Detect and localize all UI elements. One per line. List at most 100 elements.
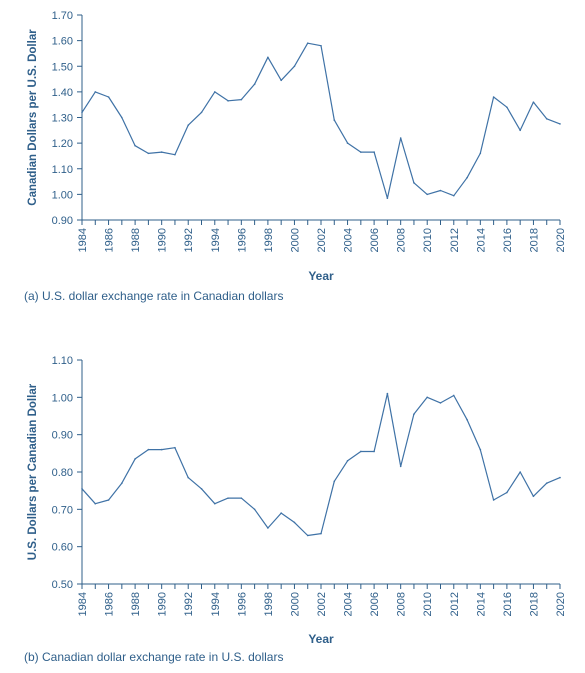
x-tick-label: 2018 — [528, 228, 540, 252]
data-point — [333, 119, 336, 121]
y-tick-label: 1.50 — [52, 61, 73, 73]
data-point — [506, 106, 508, 109]
x-tick-label: 1998 — [263, 228, 275, 252]
data-point — [320, 44, 322, 47]
data-point — [386, 392, 389, 395]
x-tick-label: 1992 — [183, 592, 195, 616]
x-tick-label: 2012 — [449, 228, 461, 252]
x-tick-label: 1984 — [77, 592, 89, 616]
x-tick-label: 2014 — [475, 228, 487, 252]
data-point — [253, 508, 256, 511]
data-point — [121, 482, 123, 485]
data-point — [506, 491, 508, 494]
chart-b: U.S. Dollars per Canadian Dollar Year 0.… — [27, 355, 567, 646]
data-point — [360, 450, 362, 453]
data-point — [439, 402, 442, 404]
data-point — [373, 450, 375, 453]
x-tick-label: 2000 — [289, 592, 301, 616]
data-point — [559, 476, 561, 479]
data-point — [399, 465, 402, 468]
x-axis-label: Year — [308, 632, 334, 646]
x-tick-label: 2018 — [528, 592, 540, 616]
y-tick-label: 0.90 — [52, 215, 73, 227]
x-tick-label: 1990 — [157, 592, 169, 616]
data-point — [439, 189, 442, 192]
x-tick-label: 1994 — [210, 228, 222, 252]
y-tick-label: 0.60 — [52, 542, 73, 554]
y-tick-label: 0.50 — [52, 579, 73, 591]
data-point — [147, 152, 150, 155]
data-point — [227, 497, 229, 499]
data-point — [306, 534, 309, 537]
data-point — [413, 413, 415, 415]
y-axis-label: Canadian Dollars per U.S. Dollar — [27, 29, 39, 206]
x-tick-label: 2010 — [422, 592, 434, 616]
data-point — [519, 129, 521, 132]
y-tick-label: 1.10 — [52, 355, 73, 367]
y-tick-label: 1.00 — [52, 392, 73, 404]
chart-b-caption: (b) Canadian dollar exchange rate in U.S… — [24, 650, 284, 664]
x-tick-label: 1990 — [157, 228, 169, 252]
x-tick-label: 1988 — [130, 592, 142, 616]
x-tick-label: 2010 — [422, 228, 434, 252]
data-point — [253, 83, 256, 85]
x-tick-label: 2008 — [396, 592, 408, 616]
data-point — [94, 502, 97, 505]
data-point — [346, 460, 349, 462]
data-point — [107, 499, 110, 501]
x-tick-label: 2004 — [343, 592, 355, 616]
x-tick-label: 1986 — [104, 228, 116, 252]
data-point — [452, 394, 455, 397]
x-tick-label: 2016 — [502, 592, 514, 616]
data-point — [267, 56, 269, 59]
data-point — [559, 123, 561, 125]
data-point — [147, 448, 150, 451]
y-tick-label: 1.20 — [52, 138, 73, 150]
y-tick-label: 1.70 — [52, 10, 73, 22]
data-point — [492, 499, 495, 501]
y-tick-label: 1.60 — [52, 36, 73, 48]
x-tick-label: 2014 — [475, 592, 487, 616]
x-tick-label: 1996 — [236, 228, 248, 252]
x-tick-label: 1992 — [183, 228, 195, 252]
y-axis-label: U.S. Dollars per Canadian Dollar — [27, 383, 39, 560]
data-point — [492, 96, 495, 98]
data-point — [333, 480, 336, 483]
data-point — [466, 176, 468, 179]
x-tick-label: 1998 — [263, 592, 275, 616]
data-point — [160, 448, 163, 451]
data-point — [134, 144, 136, 147]
data-point — [532, 495, 535, 498]
data-point — [174, 153, 176, 156]
x-tick-label: 2012 — [449, 592, 461, 616]
data-point — [293, 521, 296, 524]
data-point — [346, 142, 349, 144]
y-tick-label: 0.90 — [52, 430, 73, 442]
x-tick-label: 2020 — [555, 228, 567, 252]
data-point — [413, 182, 415, 184]
data-point — [280, 79, 282, 82]
data-point — [426, 396, 429, 399]
x-tick-label: 2002 — [316, 228, 328, 252]
x-tick-label: 2006 — [369, 592, 381, 616]
y-tick-label: 1.00 — [52, 189, 73, 201]
data-point — [240, 497, 243, 499]
data-point — [134, 458, 136, 460]
data-point — [81, 488, 83, 490]
data-point — [187, 124, 190, 126]
x-tick-label: 2000 — [289, 228, 301, 252]
x-tick-label: 2006 — [369, 228, 381, 252]
x-axis-label: Year — [308, 269, 334, 283]
chart-a-caption: (a) U.S. dollar exchange rate in Canadia… — [24, 289, 284, 303]
x-tick-label: 1988 — [130, 228, 142, 252]
series-line — [81, 42, 561, 199]
chart-a: Canadian Dollars per U.S. Dollar Year 0.… — [27, 10, 567, 283]
x-tick-label: 1984 — [77, 228, 89, 252]
data-point — [213, 502, 216, 505]
data-point — [107, 96, 110, 98]
data-point — [466, 418, 468, 421]
series-line — [81, 393, 561, 537]
x-tick-label: 1986 — [104, 592, 116, 616]
data-point — [545, 482, 548, 485]
data-point — [320, 532, 322, 535]
